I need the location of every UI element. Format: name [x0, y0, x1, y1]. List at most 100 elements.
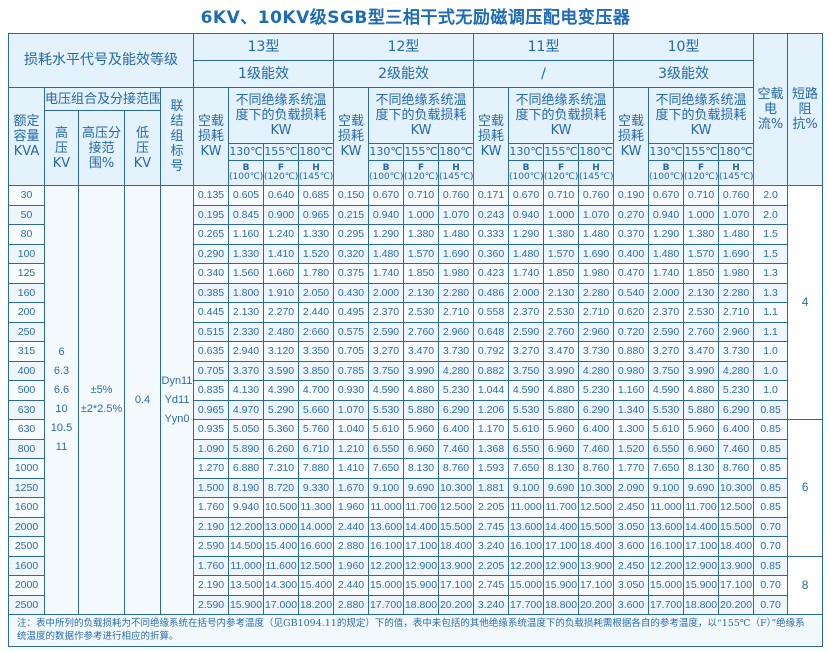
load-loss-cell: 2.960 [438, 321, 475, 342]
no-load-loss-cell: 2.205 [473, 555, 510, 576]
insulation-class: H [312, 163, 320, 173]
load-loss-cell: 13.900 [438, 555, 475, 576]
load-loss-cell: 0.670 [508, 185, 545, 206]
tap-value: ±5% [90, 384, 113, 396]
no-load-loss-cell: 0.835 [193, 380, 229, 401]
load-loss-cell: 0.965 [297, 204, 335, 225]
load-loss-cell: 0.760 [438, 185, 475, 206]
load-loss-cell: 6.400 [718, 419, 755, 440]
load-loss-cell: 0.760 [578, 185, 615, 206]
reference-temperature: (120℃) [684, 172, 719, 182]
reference-temperature: (145℃) [299, 172, 334, 182]
no-load-loss-cell: 0.540 [613, 282, 650, 303]
load-loss-cell: 2.590 [648, 321, 685, 342]
load-loss-cell: 13.600 [508, 516, 545, 537]
load-loss-cell: 2.710 [578, 302, 615, 323]
no-load-loss-cell: 3.600 [613, 536, 650, 557]
table-row: 1600 1.760 11.000 11.600 12.500 1.960 12.200 12… [8, 555, 824, 615]
no-load-current-cell: 0.85 [753, 419, 789, 440]
load-loss-cell: 8.760 [438, 458, 475, 479]
load-loss-cell: 17.100 [438, 575, 475, 596]
load-loss-cell: 0.940 [648, 204, 685, 225]
rated-capacity-cell: 30 [8, 185, 45, 206]
load-loss-cell: 1.690 [718, 243, 755, 264]
load-loss-cell: 1.690 [438, 243, 475, 264]
no-load-loss-cell: 1.070 [333, 399, 370, 420]
load-loss-cell: 17.100 [578, 575, 615, 596]
load-loss-cell: 4.880 [403, 380, 440, 401]
no-load-loss-cell: 0.370 [613, 224, 650, 245]
load-loss-cell: 18.800 [683, 594, 720, 615]
load-loss-cell: 18.400 [438, 536, 475, 557]
rated-capacity-cell: 2500 [8, 536, 45, 557]
no-load-current-cell: 1.5 [753, 224, 789, 245]
load-loss-cell: 1.910 [263, 282, 299, 303]
table-row: 400 0.705 3.370 3.590 3.850 0.785 3.750 3.990 4.… [8, 360, 823, 381]
load-loss-cell: 10.500 [263, 497, 299, 518]
load-loss-cell: 1.480 [508, 243, 545, 264]
load-loss-cell: 18.400 [718, 536, 755, 557]
load-loss-cell: 18.200 [297, 594, 335, 615]
no-load-loss-cell: 0.705 [333, 341, 370, 362]
no-load-loss-cell: 1.593 [473, 458, 510, 479]
load-loss-cell: 2.000 [368, 282, 405, 303]
load-loss-cell: 11.700 [683, 497, 720, 518]
table-row: 2500 2.590 14.500 15.400 16.600 2.880 16.100 17… [8, 536, 823, 557]
load-loss-cell: 3.730 [438, 341, 475, 362]
load-loss-cell: 1.780 [297, 263, 335, 284]
load-loss-cell: 7.880 [297, 458, 335, 479]
load-loss-cell: 5.890 [228, 438, 264, 459]
load-loss-cell: 17.700 [368, 594, 405, 615]
load-loss-cell: 9.940 [228, 497, 264, 518]
no-load-loss-cell: 1.270 [193, 458, 229, 479]
load-loss-cell: 1.850 [683, 263, 720, 284]
load-loss-cell: 4.590 [368, 380, 405, 401]
load-loss-cell: 1.480 [578, 224, 615, 245]
load-loss-cell: 1.980 [718, 263, 755, 284]
table-row: 250 0.515 2.330 2.480 2.660 0.575 2.590 2.760 2.… [8, 321, 823, 342]
load-loss-cell: 9.100 [508, 477, 545, 498]
load-loss-cell: 3.990 [403, 360, 440, 381]
efficiency-grade-header: 3级能效 [613, 60, 755, 88]
no-load-loss-header: 空载损耗KW [473, 87, 510, 186]
load-loss-cell: 5.960 [683, 419, 720, 440]
table-row: 30 6 6.3 6.6 10 10.5 11 ±5% ±2*2.5% 0.4 Dyn11 Yd11 Y… [8, 185, 824, 615]
load-loss-cell: 5.880 [403, 399, 440, 420]
load-loss-cell: 3.730 [718, 341, 755, 362]
load-loss-cell: 7.310 [263, 458, 299, 479]
connection-value: Yyn0 [164, 412, 190, 425]
no-load-loss-cell: 3.050 [613, 516, 650, 537]
rated-capacity-cell: 200 [8, 302, 45, 323]
no-load-current-cell: 1.5 [753, 243, 789, 264]
no-load-loss-cell: 1.881 [473, 477, 510, 498]
no-load-loss-cell: 1.410 [333, 458, 370, 479]
load-loss-cell: 8.760 [578, 458, 615, 479]
no-load-loss-header: 空载损耗KW [193, 87, 229, 186]
load-loss-cell: 12.200 [368, 555, 405, 576]
load-loss-cell: 3.470 [543, 341, 580, 362]
load-loss-cell: 0.640 [263, 185, 299, 206]
load-loss-cell: 10.300 [438, 477, 475, 498]
no-load-loss-cell: 0.980 [613, 360, 650, 381]
load-loss-cell: 1.160 [228, 224, 264, 245]
load-loss-cell: 2.940 [228, 341, 264, 362]
no-load-current-cell: 0.85 [753, 555, 789, 576]
load-loss-cell: 6.550 [648, 438, 685, 459]
insulation-class-header: F (120℃) [263, 160, 299, 186]
load-loss-cell: 6.710 [297, 438, 335, 459]
insulation-class: H [452, 163, 460, 173]
no-load-loss-cell: 1.760 [193, 555, 229, 576]
insulation-class: B [522, 163, 530, 173]
load-loss-cell: 9.690 [543, 477, 580, 498]
transformer-spec-table: 损耗水平代号及能效等级 13型 12型 11型 10型 空载电流% 短路阻抗% 1级能效 2… [7, 33, 824, 647]
load-loss-cell: 1.000 [543, 204, 580, 225]
reference-temperature: (100℃) [649, 172, 684, 182]
load-loss-cell: 1.380 [403, 224, 440, 245]
load-loss-cell: 5.610 [508, 419, 545, 440]
no-load-loss-cell: 1.770 [613, 458, 650, 479]
load-loss-cell: 2.480 [263, 321, 299, 342]
load-loss-cell: 14.000 [297, 516, 335, 537]
load-loss-cell: 11.700 [403, 497, 440, 518]
load-loss-cell: 12.500 [718, 497, 755, 518]
insulation-class: H [732, 163, 740, 173]
